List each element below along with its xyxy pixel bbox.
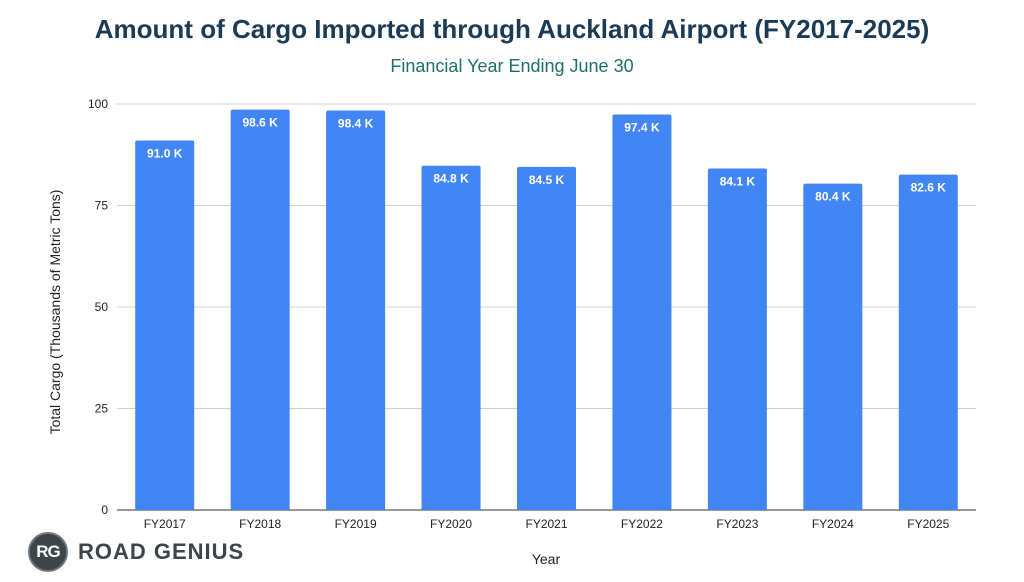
y-axis-ticks: 0 25 50 75 100 — [88, 97, 108, 517]
logo-text: ROAD GENIUS — [78, 539, 245, 564]
x-tick-label: FY2025 — [907, 517, 949, 531]
bars — [135, 109, 958, 511]
x-tick-label: FY2022 — [621, 517, 663, 531]
data-label: 80.4 K — [815, 190, 851, 204]
bar — [135, 140, 195, 511]
x-tick-label: FY2018 — [239, 517, 281, 531]
data-label: 98.4 K — [338, 116, 374, 130]
y-tick-label: 50 — [95, 300, 109, 314]
y-axis-title: Total Cargo (Thousands of Metric Tons) — [47, 190, 63, 435]
bar — [898, 174, 958, 511]
data-label: 84.1 K — [720, 175, 756, 189]
road-genius-logo: RG ROAD GENIUS — [28, 530, 244, 574]
x-axis-title: Year — [532, 551, 561, 567]
bar — [612, 114, 672, 510]
chart-subtitle: Financial Year Ending June 30 — [390, 56, 634, 76]
x-tick-label: FY2017 — [144, 517, 186, 531]
data-label: 98.6 K — [242, 116, 278, 130]
data-label: 91.0 K — [147, 147, 183, 161]
x-axis-ticks: FY2017 FY2018 FY2019 FY2020 FY2021 FY2022 FY20… — [144, 517, 950, 531]
logo-badge-icon: RG — [28, 532, 68, 572]
y-tick-label: 75 — [95, 199, 109, 213]
data-label: 97.4 K — [624, 121, 660, 135]
bar — [421, 165, 481, 510]
bar — [326, 110, 386, 510]
x-tick-label: FY2020 — [430, 517, 472, 531]
bar — [803, 183, 863, 511]
bar — [230, 109, 290, 511]
x-tick-label: FY2023 — [716, 517, 758, 531]
bar — [707, 168, 767, 510]
bar — [517, 166, 576, 510]
y-tick-label: 100 — [88, 97, 108, 111]
data-label: 84.8 K — [433, 172, 469, 186]
data-label: 82.6 K — [911, 181, 947, 195]
data-labels: 91.0 K 98.6 K 98.4 K 84.8 K 84.5 K 97.4 K 84.1… — [147, 116, 946, 204]
data-label: 84.5 K — [529, 173, 565, 187]
x-tick-label: FY2024 — [812, 517, 854, 531]
x-tick-label: FY2021 — [525, 517, 567, 531]
x-tick-label: FY2019 — [335, 517, 377, 531]
y-tick-label: 0 — [101, 503, 108, 517]
y-tick-label: 25 — [95, 402, 109, 416]
chart-title: Amount of Cargo Imported through Aucklan… — [94, 14, 930, 44]
